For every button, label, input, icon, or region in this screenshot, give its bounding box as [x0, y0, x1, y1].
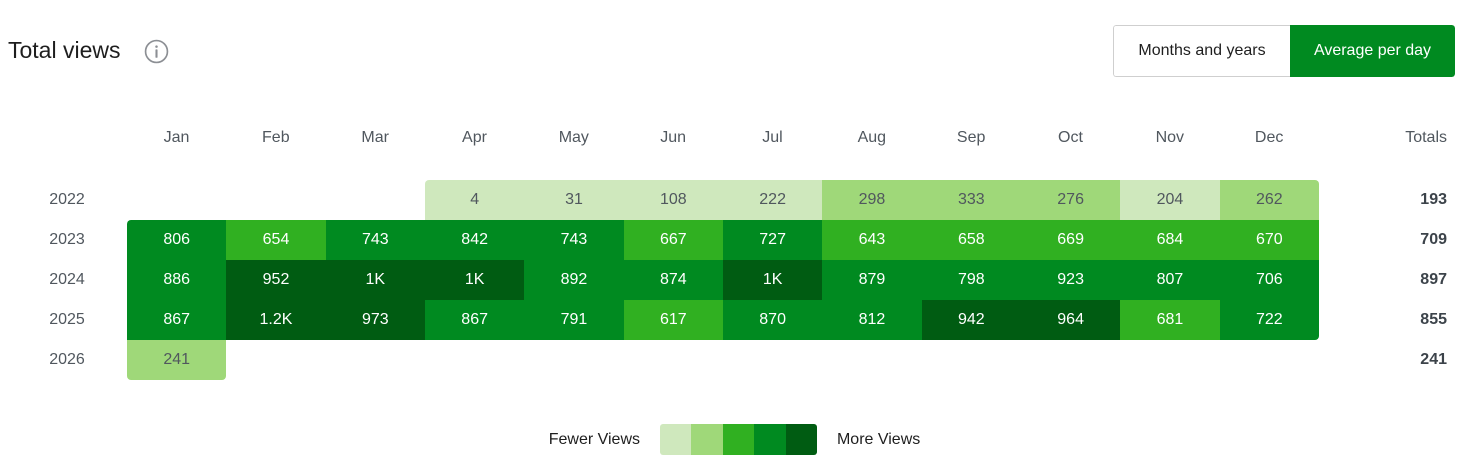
heatmap-cell[interactable]: 617: [623, 300, 723, 340]
heatmap-cell[interactable]: 1K: [325, 260, 425, 300]
heatmap-cell[interactable]: 867: [424, 300, 525, 340]
heatmap-cell[interactable]: 743: [325, 220, 425, 260]
month-header: Sep: [956, 129, 986, 146]
month-header: Aug: [857, 129, 887, 146]
row-total: 193: [1420, 191, 1447, 208]
heatmap-cell[interactable]: 669: [1020, 220, 1121, 260]
month-header: May: [558, 129, 589, 146]
month-header: Jul: [762, 129, 783, 146]
heatmap-legend: Fewer Views More Views: [0, 424, 1469, 455]
month-header: Mar: [361, 129, 389, 146]
heatmap-cell[interactable]: 892: [524, 260, 624, 300]
heatmap-cell[interactable]: 886: [127, 260, 227, 300]
heatmap-cell[interactable]: 874: [623, 260, 723, 300]
heatmap-cell[interactable]: 743: [524, 220, 624, 260]
heatmap-cell[interactable]: 670: [1219, 220, 1319, 260]
heatmap-cell[interactable]: 31: [524, 180, 624, 220]
heatmap-cell[interactable]: 204: [1120, 180, 1220, 220]
legend-scale: [660, 424, 817, 455]
heatmap-cell[interactable]: 298: [822, 180, 922, 220]
heatmap-cell[interactable]: 241: [127, 340, 227, 380]
view-toggle: Months and years Average per day: [1113, 25, 1455, 77]
heatmap-cell[interactable]: 923: [1020, 260, 1121, 300]
month-header: Nov: [1155, 129, 1185, 146]
heatmap-cell[interactable]: 798: [921, 260, 1021, 300]
row-total: 855: [1420, 311, 1447, 328]
month-header: Jan: [163, 129, 190, 146]
heatmap-cell[interactable]: 867: [127, 300, 227, 340]
heatmap-cell[interactable]: 806: [127, 220, 227, 260]
month-header: Dec: [1254, 129, 1284, 146]
totals-header: Totals: [1405, 129, 1447, 146]
legend-swatch: [691, 424, 723, 455]
legend-swatch: [785, 424, 817, 455]
average-per-day-button[interactable]: Average per day: [1290, 25, 1455, 77]
heatmap-cell[interactable]: 812: [822, 300, 922, 340]
heatmap-cell[interactable]: 973: [325, 300, 425, 340]
legend-swatch: [754, 424, 786, 455]
heatmap-cell[interactable]: 807: [1120, 260, 1220, 300]
heatmap-cell[interactable]: 942: [921, 300, 1021, 340]
heatmap-cell[interactable]: 658: [921, 220, 1021, 260]
year-label: 2025: [49, 311, 85, 328]
month-header: Oct: [1058, 129, 1083, 146]
heatmap-cell[interactable]: 1K: [424, 260, 525, 300]
heatmap-cell[interactable]: 870: [722, 300, 823, 340]
heatmap-cell[interactable]: 1K: [722, 260, 823, 300]
month-header: Feb: [262, 129, 290, 146]
heatmap-cell[interactable]: 108: [623, 180, 723, 220]
heatmap-cell[interactable]: 722: [1219, 300, 1319, 340]
page-title: Total views: [8, 37, 121, 63]
months-and-years-button[interactable]: Months and years: [1113, 25, 1290, 77]
heatmap-cell[interactable]: 964: [1020, 300, 1121, 340]
heatmap-cell[interactable]: 654: [226, 220, 326, 260]
row-total: 897: [1420, 271, 1447, 288]
legend-fewer-label: Fewer Views: [548, 430, 641, 448]
year-label: 2022: [49, 191, 85, 208]
heatmap-cell[interactable]: 222: [722, 180, 823, 220]
heatmap-cell[interactable]: 667: [623, 220, 723, 260]
heatmap-cell[interactable]: 4: [424, 180, 525, 220]
legend-more-label: More Views: [836, 430, 921, 448]
heatmap-cell[interactable]: 643: [822, 220, 922, 260]
heatmap-cell[interactable]: 262: [1219, 180, 1319, 220]
row-total: 241: [1420, 351, 1447, 368]
heatmap-cell[interactable]: 842: [424, 220, 525, 260]
heatmap-cell[interactable]: 727: [722, 220, 823, 260]
year-label: 2023: [49, 231, 85, 248]
year-label: 2026: [49, 351, 85, 368]
info-circle-icon[interactable]: [144, 39, 169, 64]
heatmap-cell[interactable]: 879: [822, 260, 922, 300]
heatmap-cell[interactable]: 706: [1219, 260, 1319, 300]
heatmap-cell[interactable]: 276: [1020, 180, 1121, 220]
heatmap-cell[interactable]: 791: [524, 300, 624, 340]
legend-swatch: [722, 424, 755, 455]
heatmap-cell[interactable]: 684: [1120, 220, 1220, 260]
heatmap-cell[interactable]: 1.2K: [226, 300, 326, 340]
legend-swatch: [660, 424, 692, 455]
row-total: 709: [1420, 231, 1447, 248]
heatmap-cell[interactable]: 952: [226, 260, 326, 300]
heatmap-cell[interactable]: 333: [921, 180, 1021, 220]
year-label: 2024: [49, 271, 85, 288]
heatmap-cell[interactable]: 681: [1120, 300, 1220, 340]
month-header: Jun: [660, 129, 687, 146]
month-header: Apr: [462, 129, 487, 146]
